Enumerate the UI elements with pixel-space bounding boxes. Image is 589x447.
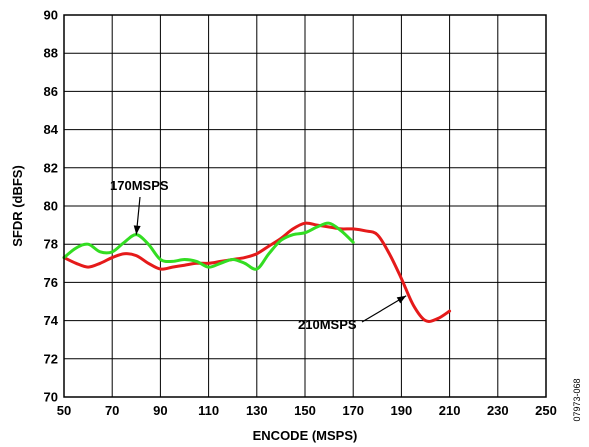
y-tick-label: 88 xyxy=(44,46,58,61)
y-tick-label: 90 xyxy=(44,8,58,23)
x-tick-label: 50 xyxy=(57,403,71,418)
x-tick-label: 130 xyxy=(246,403,268,418)
annotation-label-210msps: 210MSPS xyxy=(298,317,357,332)
series-line-210msps xyxy=(62,221,452,323)
x-tick-label: 90 xyxy=(153,403,167,418)
y-axis-title: SFDR (dBFS) xyxy=(10,165,25,247)
y-tick-label: 74 xyxy=(44,313,59,328)
x-tick-labels: 50 70 90 110 130 150 170 190 210 230 250 xyxy=(57,403,557,418)
x-tick-label: 250 xyxy=(535,403,557,418)
x-tick-label: 150 xyxy=(294,403,316,418)
annotations: 170MSPS 210MSPS xyxy=(110,178,407,332)
y-tick-labels: 70 72 74 76 78 80 82 84 86 88 90 xyxy=(44,8,59,405)
annotation-arrowhead-170msps xyxy=(133,225,141,235)
y-tick-label: 86 xyxy=(44,84,58,99)
grid-lines xyxy=(63,14,547,398)
y-tick-label: 78 xyxy=(44,237,58,252)
x-tick-label: 210 xyxy=(439,403,461,418)
y-tick-label: 84 xyxy=(44,122,59,137)
annotation-label-170msps: 170MSPS xyxy=(110,178,169,193)
x-axis-title: ENCODE (MSPS) xyxy=(253,428,358,443)
x-tick-label: 70 xyxy=(105,403,119,418)
series-line-170msps xyxy=(62,221,355,271)
y-tick-label: 72 xyxy=(44,351,58,366)
x-tick-label: 230 xyxy=(487,403,509,418)
x-tick-label: 110 xyxy=(198,403,219,418)
y-tick-label: 82 xyxy=(44,160,58,175)
figure-id: 07973-068 xyxy=(572,378,582,421)
y-tick-label: 76 xyxy=(44,275,58,290)
x-tick-label: 170 xyxy=(342,403,364,418)
y-tick-label: 70 xyxy=(44,390,58,405)
plot-frame xyxy=(63,14,547,398)
y-tick-label: 80 xyxy=(44,199,58,214)
x-tick-label: 190 xyxy=(391,403,413,418)
series-lines xyxy=(62,221,452,323)
annotation-arrowhead-210msps xyxy=(396,295,407,304)
